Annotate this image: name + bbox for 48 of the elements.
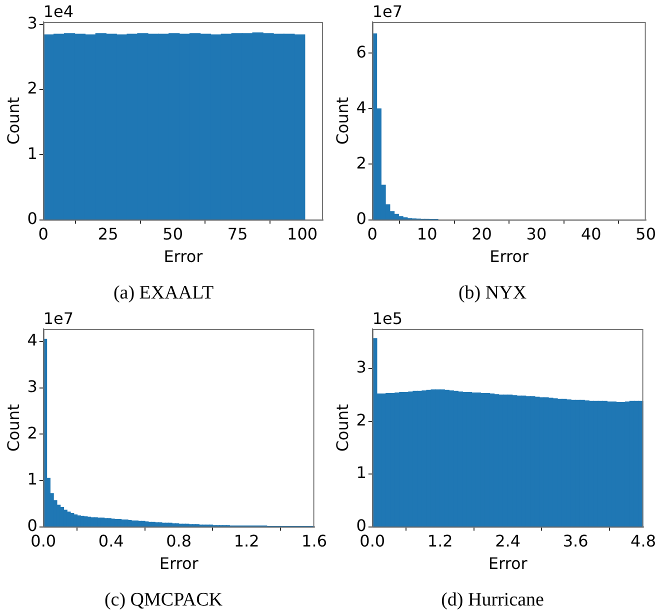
x-tick-label: 1.6: [302, 532, 328, 551]
x-tick-label: 75: [227, 224, 248, 244]
text: 1e5: [372, 309, 403, 328]
text: 1e7: [43, 309, 74, 328]
y-tick-label: 0: [27, 208, 38, 228]
y-axis-title: Count: [4, 404, 23, 452]
x-tick-label: 25: [98, 224, 118, 244]
y-tick-label: 2: [27, 78, 38, 98]
x-axis-title: Error: [159, 554, 199, 573]
x-tick-label: 0.4: [98, 532, 124, 551]
y-axis-title: Count: [332, 97, 352, 145]
y-tick-label: 3: [27, 376, 38, 396]
y-tick-label: 2: [356, 153, 366, 172]
y-tick-label: 1: [27, 470, 38, 489]
text: (a) EXAALT: [113, 282, 214, 304]
text: 1e7: [372, 2, 403, 22]
text: (c) QMCPACK: [104, 590, 223, 611]
text: (d) Hurricane: [441, 590, 544, 611]
y-tick-label: 2: [356, 410, 366, 430]
text: (b) NYX: [458, 282, 527, 304]
x-tick-label: 3.6: [562, 532, 588, 551]
y-tick-label: 4: [356, 98, 366, 117]
x-tick-label: 100: [287, 224, 318, 244]
x-tick-label: 0.8: [166, 532, 192, 551]
x-tick-label: 20: [472, 224, 492, 244]
y-tick-label: 6: [356, 42, 366, 62]
x-tick-label: 4.8: [630, 532, 656, 551]
y-tick-label: 1: [27, 144, 38, 163]
y-axis-title: Count: [4, 97, 23, 145]
x-tick-label: 10: [416, 224, 438, 244]
y-tick-label: 3: [27, 13, 38, 32]
x-tick-label: 50: [636, 224, 656, 244]
x-tick-label: 1.2: [234, 532, 260, 551]
y-tick-label: 2: [27, 423, 38, 442]
x-tick-label: 50: [162, 224, 184, 244]
x-axis-title: Error: [490, 246, 530, 266]
y-tick-label: 1: [356, 463, 366, 482]
y-tick-label: 0: [356, 208, 366, 228]
y-tick-label: 3: [356, 358, 366, 377]
x-axis-title: Error: [164, 246, 204, 266]
y-tick-label: 4: [27, 330, 38, 350]
x-tick-label: 1.2: [427, 532, 453, 551]
x-tick-label: 40: [580, 224, 602, 244]
text: 1e4: [43, 2, 74, 22]
x-tick-label: 2.4: [495, 532, 521, 551]
x-axis-title: Error: [488, 554, 528, 573]
x-tick-label: 30: [526, 224, 547, 244]
y-axis-title: Count: [332, 404, 352, 452]
